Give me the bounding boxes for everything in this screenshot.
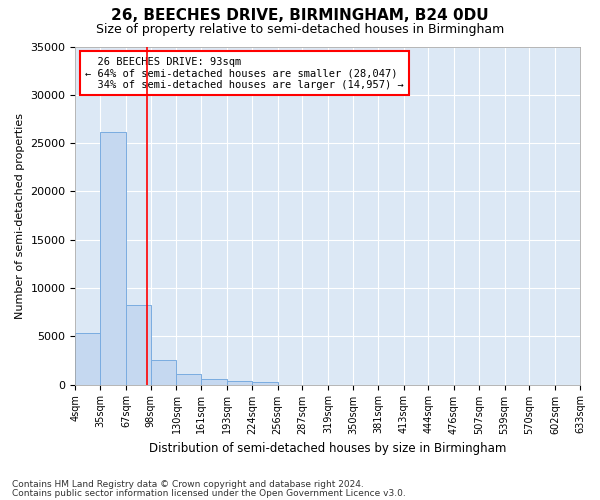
Bar bbox=[227, 381, 252, 384]
Text: Size of property relative to semi-detached houses in Birmingham: Size of property relative to semi-detach… bbox=[96, 22, 504, 36]
Bar bbox=[176, 374, 202, 384]
Bar bbox=[202, 379, 227, 384]
Bar bbox=[76, 334, 100, 384]
Text: Contains HM Land Registry data © Crown copyright and database right 2024.: Contains HM Land Registry data © Crown c… bbox=[12, 480, 364, 489]
Text: 26, BEECHES DRIVE, BIRMINGHAM, B24 0DU: 26, BEECHES DRIVE, BIRMINGHAM, B24 0DU bbox=[111, 8, 489, 22]
Bar bbox=[100, 132, 126, 384]
Y-axis label: Number of semi-detached properties: Number of semi-detached properties bbox=[15, 112, 25, 318]
Bar bbox=[252, 382, 278, 384]
Text: Contains public sector information licensed under the Open Government Licence v3: Contains public sector information licen… bbox=[12, 489, 406, 498]
Bar bbox=[126, 306, 151, 384]
X-axis label: Distribution of semi-detached houses by size in Birmingham: Distribution of semi-detached houses by … bbox=[149, 442, 506, 455]
Text: 26 BEECHES DRIVE: 93sqm
← 64% of semi-detached houses are smaller (28,047)
  34%: 26 BEECHES DRIVE: 93sqm ← 64% of semi-de… bbox=[85, 56, 404, 90]
Bar bbox=[151, 360, 176, 384]
